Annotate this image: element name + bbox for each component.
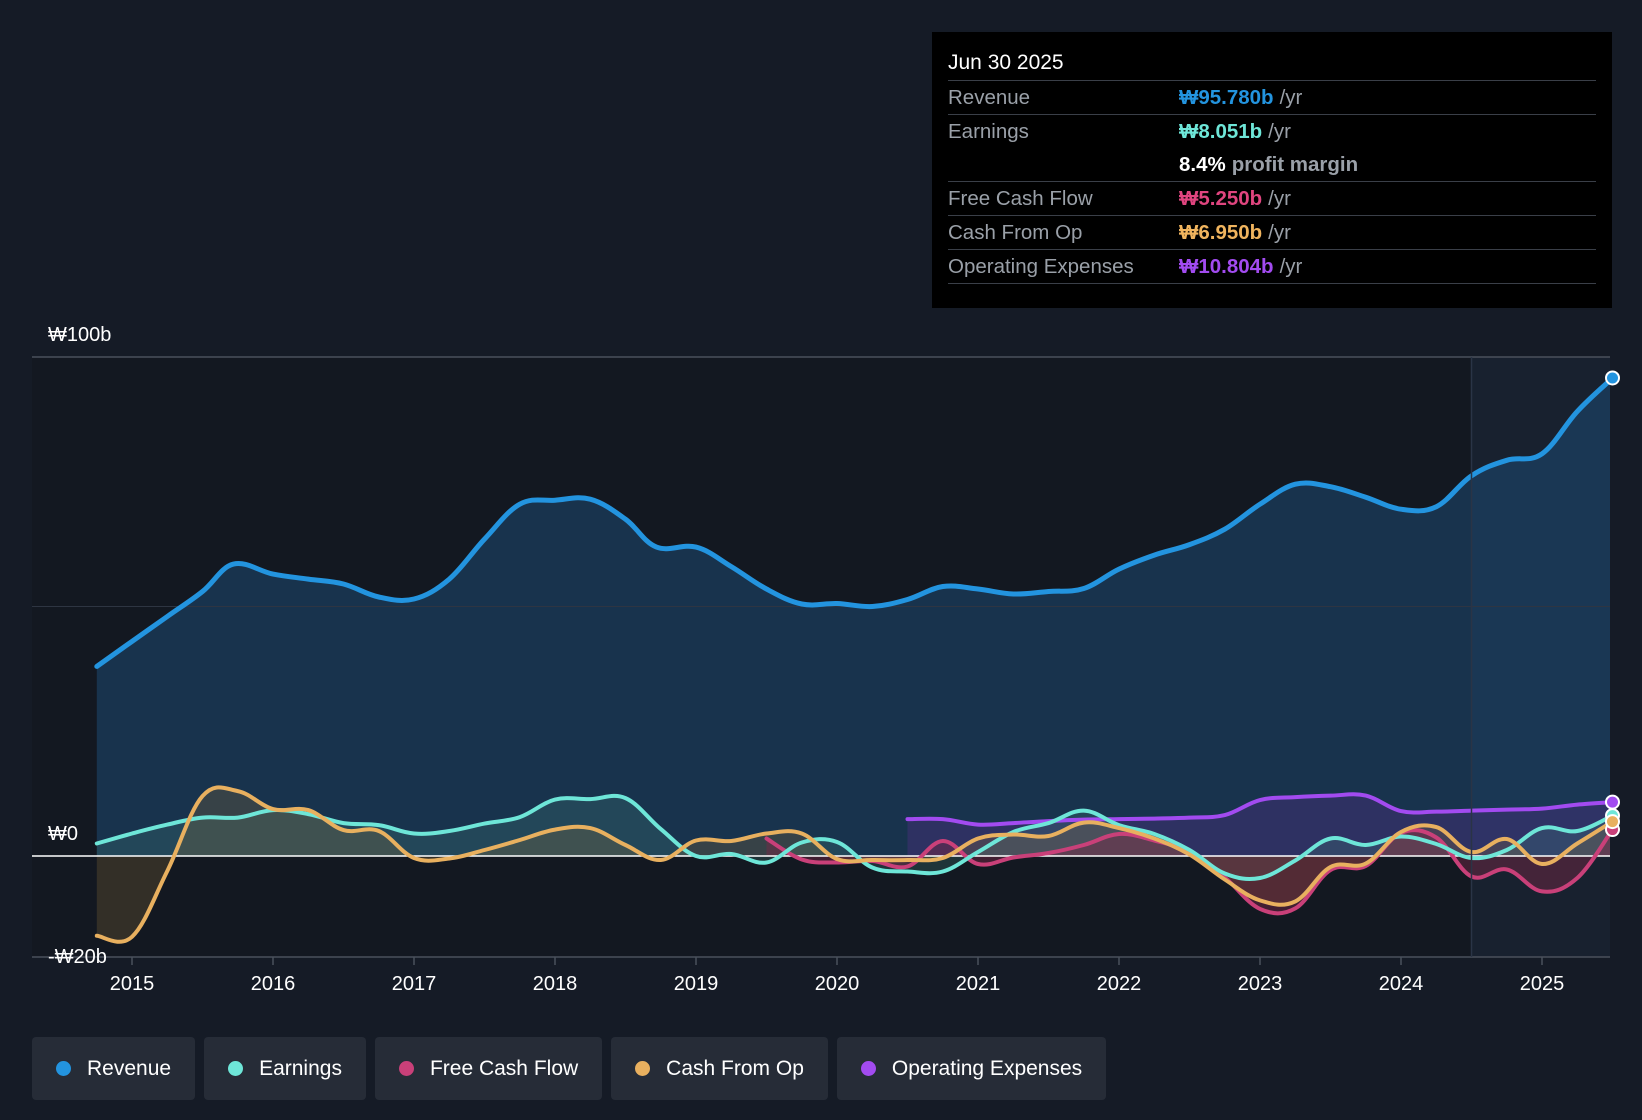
legend-item-fcf[interactable]: Free Cash Flow	[374, 1037, 603, 1100]
tooltip-row-fcf: Free Cash Flow ₩5.250b /yr	[948, 182, 1596, 216]
tooltip-panel: Jun 30 2025 Revenue ₩95.780b /yr Earning…	[932, 32, 1612, 308]
tooltip-unit: /yr	[1268, 221, 1291, 244]
legend-item-cfo[interactable]: Cash From Op	[611, 1037, 828, 1100]
x-tick-label: 2019	[674, 973, 719, 995]
chart-canvas: ₩100b ₩0 -₩20b 2015 2016 2017 2018 2019 2020 202…	[32, 324, 1620, 995]
line-revenue	[94, 376, 1610, 669]
area-earnings	[96, 795, 1610, 879]
tooltip-value: ₩6.950b	[1179, 221, 1263, 244]
tooltip-unit: /yr	[1279, 86, 1303, 109]
tooltip-value: ₩95.780b	[1179, 86, 1274, 109]
tooltip-row-revenue: Revenue ₩95.780b /yr	[948, 81, 1596, 115]
tooltip-label: Operating Expenses	[948, 255, 1134, 278]
legend-dot-icon	[398, 1061, 414, 1076]
legend-label: Cash From Op	[666, 1056, 804, 1080]
x-tick-label: 2021	[956, 973, 1001, 995]
line-cfo	[94, 785, 1610, 944]
x-tick-label: 2022	[1097, 973, 1142, 995]
tooltip-unit: /yr	[1268, 120, 1291, 143]
y-tick-label: ₩0	[48, 823, 78, 845]
legend-item-revenue[interactable]: Revenue	[32, 1037, 196, 1100]
tooltip-row-earnings: Earnings ₩8.051b /yr	[948, 115, 1596, 148]
legend-dot-icon	[56, 1061, 71, 1076]
tooltip-unit: /yr	[1279, 255, 1303, 278]
area-fcf	[766, 830, 1610, 914]
legend-label: Revenue	[87, 1056, 172, 1080]
x-tick-label: 2024	[1379, 973, 1424, 995]
legend-dot-icon	[228, 1061, 244, 1076]
area-revenue	[96, 380, 1610, 856]
x-tick-label: 2018	[533, 973, 578, 995]
tooltip-date: Jun 30 2025	[948, 46, 1596, 81]
line-opex	[905, 792, 1610, 827]
x-tick-label: 2020	[815, 973, 860, 995]
x-tick-label: 2016	[251, 973, 296, 995]
area-cfo	[96, 787, 1610, 942]
tooltip-label	[948, 148, 1179, 181]
legend-item-opex[interactable]: Operating Expenses	[836, 1037, 1107, 1100]
end-marker-cfo	[1605, 814, 1620, 830]
profit-margin-value: 8.4%	[1179, 153, 1226, 176]
legend-dot-icon	[635, 1061, 651, 1076]
legend-item-earnings[interactable]: Earnings	[204, 1037, 366, 1100]
legend-label: Free Cash Flow	[429, 1056, 579, 1080]
tooltip-row-profit-margin: 8.4% profit margin	[948, 148, 1596, 182]
x-tick-label: 2015	[110, 973, 155, 995]
tooltip-row-cfo: Cash From Op ₩6.950b /yr	[948, 216, 1596, 250]
tooltip-value: ₩5.250b	[1179, 187, 1263, 210]
tooltip-value: ₩10.804b	[1179, 255, 1274, 278]
legend: Revenue Earnings Free Cash Flow Cash Fro…	[32, 1037, 1107, 1100]
legend-label: Earnings	[259, 1056, 342, 1080]
x-tick-label: 2017	[392, 973, 437, 995]
tooltip-label: Cash From Op	[948, 221, 1083, 244]
end-marker-opex	[1605, 794, 1620, 810]
x-tick-label: 2025	[1520, 973, 1565, 995]
y-tick-label: ₩100b	[48, 324, 111, 346]
legend-dot-icon	[860, 1061, 876, 1076]
legend-label: Operating Expenses	[891, 1056, 1083, 1080]
tooltip-value: ₩8.051b	[1179, 120, 1263, 143]
tooltip-label: Free Cash Flow	[948, 187, 1093, 210]
area-opex	[907, 794, 1610, 856]
end-marker-revenue	[1605, 370, 1620, 386]
tooltip-label: Earnings	[948, 120, 1029, 143]
y-tick-label: -₩20b	[48, 946, 107, 968]
line-earnings	[94, 793, 1610, 881]
x-tick-label: 2023	[1238, 973, 1283, 995]
tooltip-label: Revenue	[948, 86, 1031, 109]
profit-margin-text: profit margin	[1231, 153, 1359, 176]
tooltip-row-opex: Operating Expenses ₩10.804b /yr	[948, 250, 1596, 284]
tooltip-unit: /yr	[1268, 187, 1291, 210]
